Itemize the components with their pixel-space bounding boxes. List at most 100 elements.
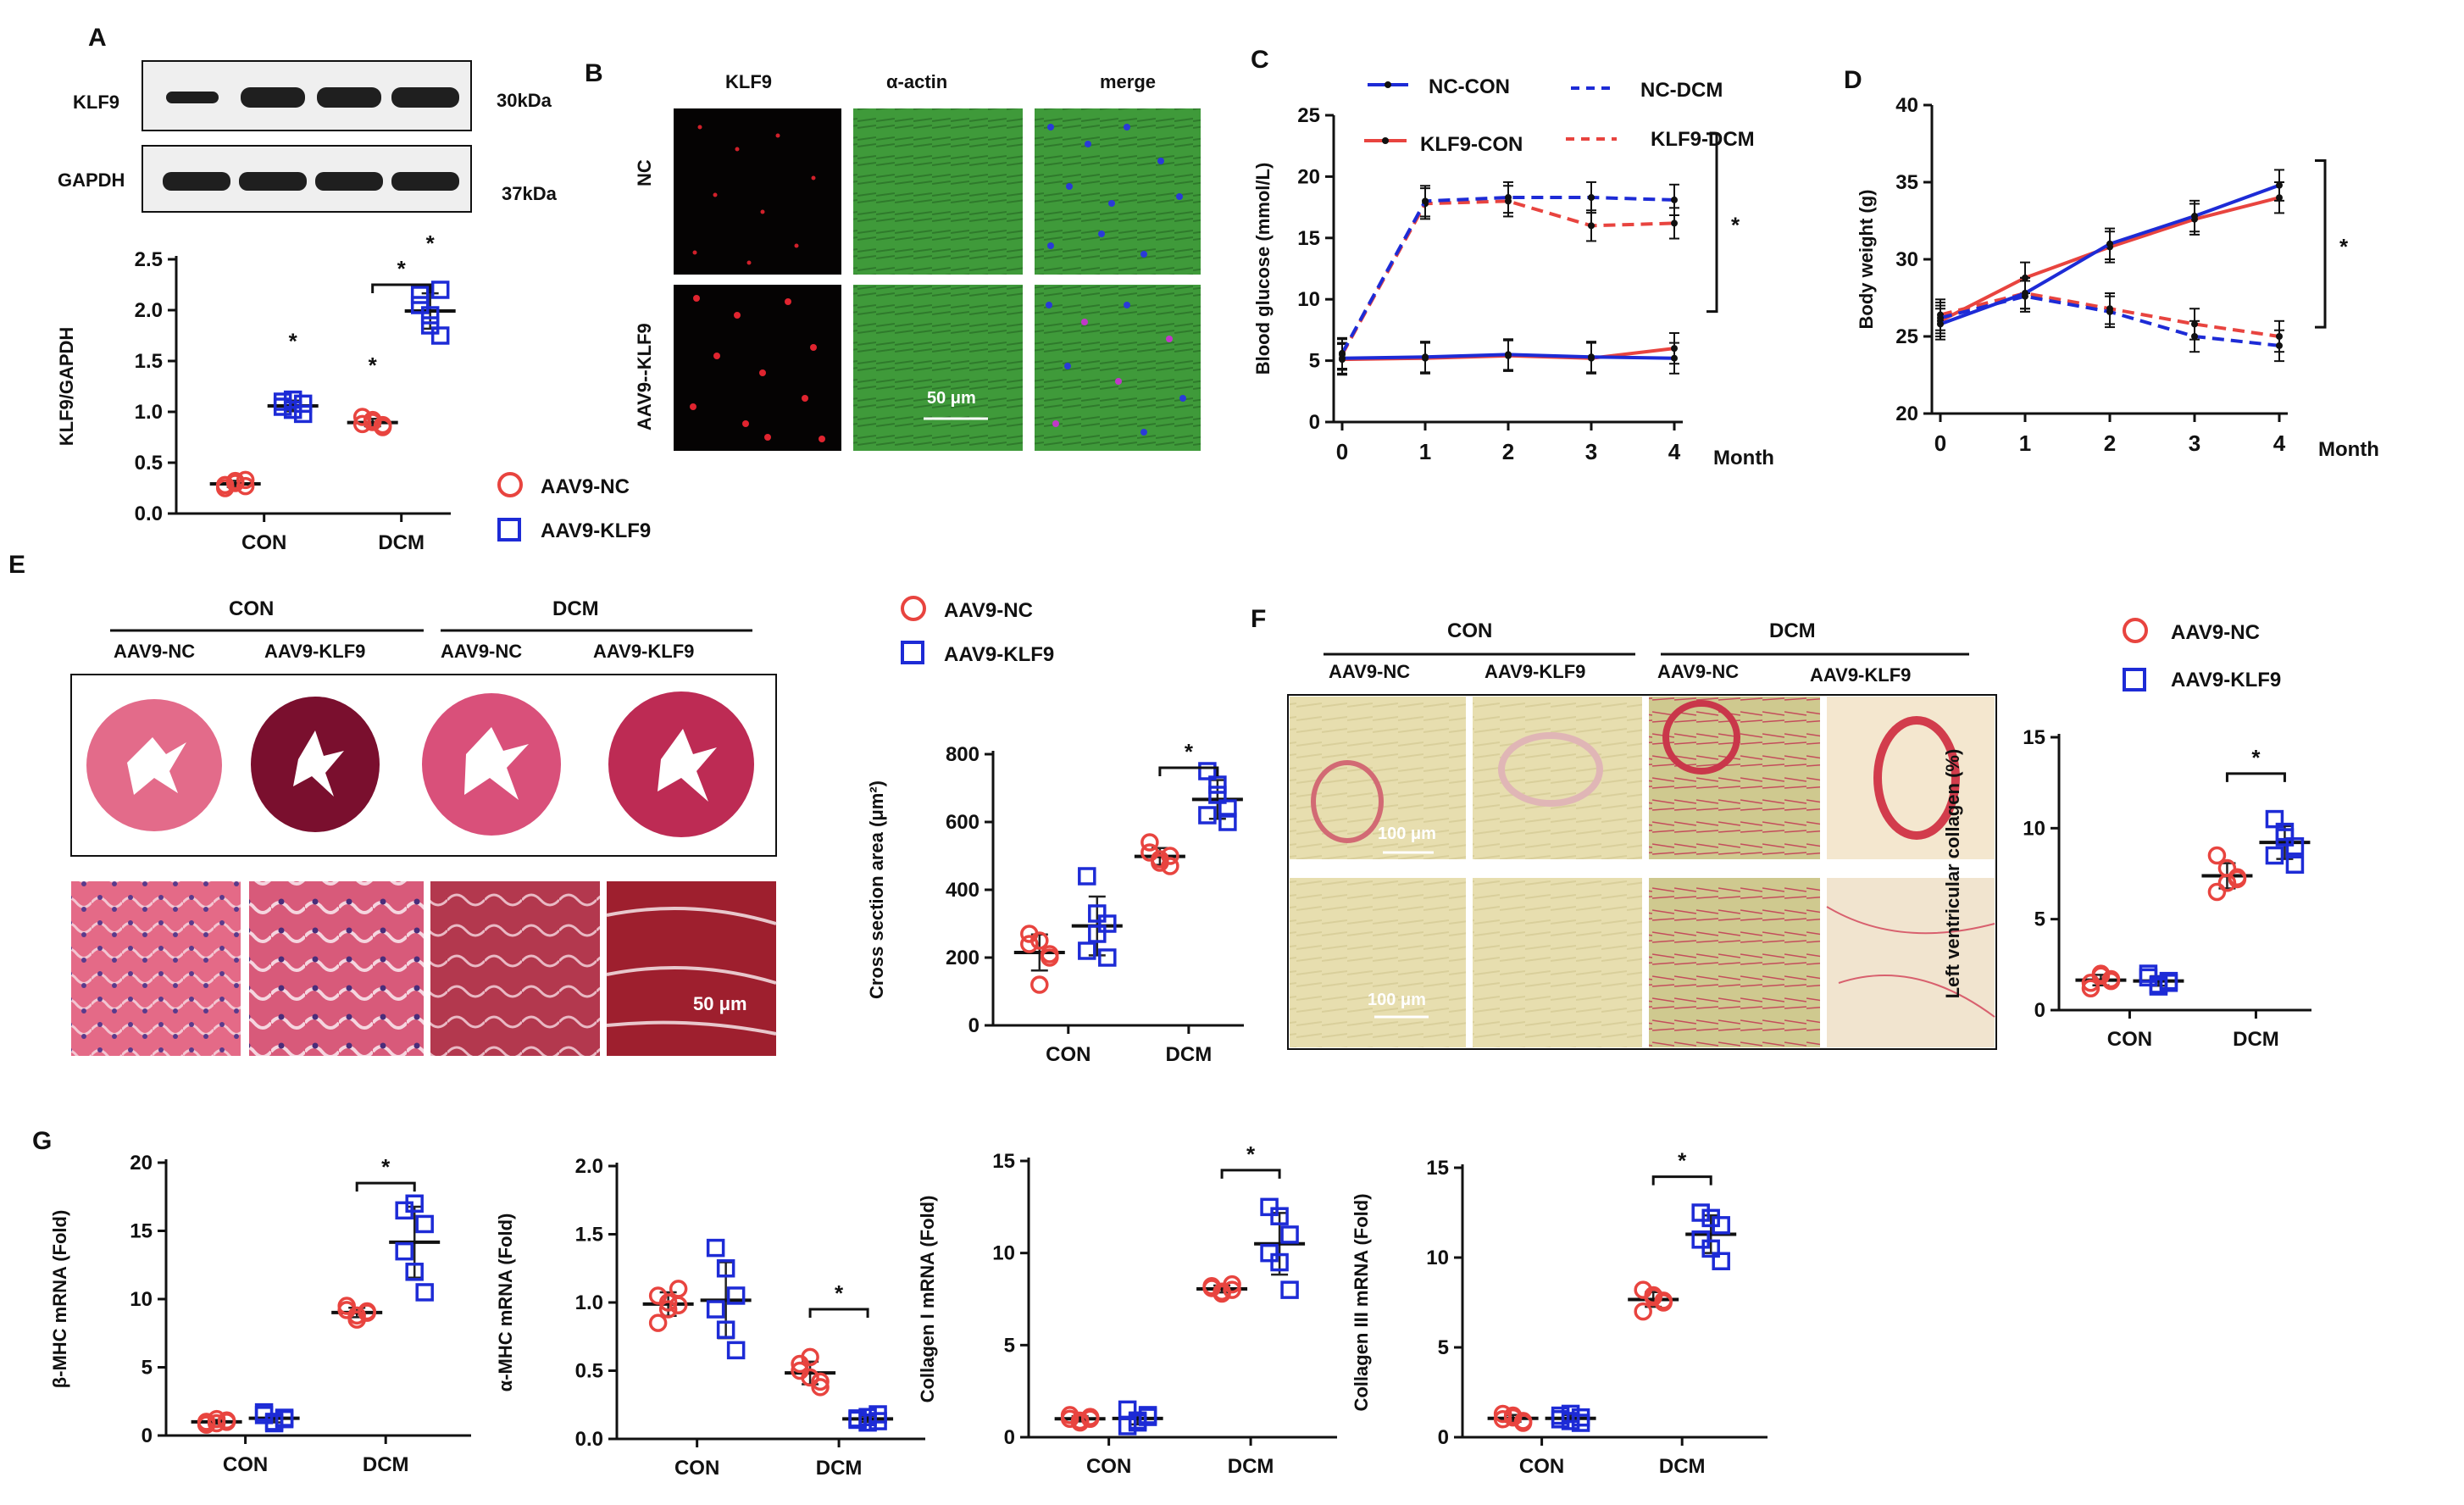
- data-point-nc-G4: [1503, 1408, 1523, 1427]
- if-merge-dots-klf9: [1046, 302, 1186, 436]
- if-image-klf9-merge: [1035, 285, 1201, 451]
- y-axis-label-G2: α-MHC mRNA (Fold): [495, 1213, 516, 1392]
- data-point-nc-F: [2081, 979, 2101, 997]
- if-image-nc-actin: [853, 108, 1023, 275]
- sr-image-7: [1649, 878, 1820, 1047]
- y-tick-label-F: 5: [2034, 908, 2045, 931]
- data-point-nc-G2: [648, 1313, 668, 1332]
- chart-g1: 0 5 10 15 20 CON DCM β-MHC mRNA (Fold) *: [49, 1152, 471, 1476]
- y-tick-label-G4: 5: [1438, 1336, 1449, 1359]
- western-blot: KLF9 30kDa GAPDH 37kDa: [58, 60, 558, 213]
- x-tick-label-D: 4: [2273, 430, 2286, 456]
- if-image-klf9-klf9: [674, 285, 841, 451]
- blot-kda-klf9: 30kDa: [497, 90, 552, 111]
- data-point-klf9-G1: [415, 1283, 434, 1302]
- data-point-nc-G3: [1080, 1409, 1100, 1429]
- x-tick-label-D: 2: [2104, 430, 2116, 456]
- data-point-nc-G3: [1223, 1275, 1241, 1294]
- data-point-klf9-G2: [706, 1300, 725, 1319]
- sr-scale-label-1: 100 μm: [1378, 825, 1436, 843]
- data-point-nc-F: [2228, 868, 2247, 887]
- sr-sub-label-3: AAV9-NC: [1657, 661, 1739, 682]
- legend-f-marker-klf9: [2123, 668, 2146, 691]
- sig-star-D: *: [2339, 234, 2349, 259]
- legend-panel-e: AAV9-NC AAV9-KLF9: [901, 596, 1054, 666]
- data-point-nc-G2: [669, 1296, 688, 1314]
- data-point-klf9-G4: [1551, 1406, 1570, 1425]
- he-group-con: CON: [229, 597, 274, 620]
- data-point-klf9-G4: [1571, 1408, 1590, 1427]
- he-heart-2-lumen: [293, 730, 344, 797]
- data-point-klf9-E: [1198, 806, 1217, 825]
- y-tick-label-C: 20: [1297, 165, 1320, 188]
- legend-c-dot-klf9-con: [1382, 137, 1389, 144]
- x-tick-label-G4: CON: [1519, 1455, 1564, 1478]
- data-point-klf9-G3: [1138, 1408, 1157, 1426]
- data-point-klf9-A: [420, 316, 440, 335]
- data-point-nc-E: [1161, 847, 1179, 865]
- data-point-klf9-F: [2149, 977, 2168, 996]
- sr-group-dcm: DCM: [1769, 619, 1816, 642]
- data-point-D: [2276, 181, 2283, 189]
- y-tick-label-F: 10: [2023, 817, 2045, 840]
- if-col-label-merge: merge: [1100, 71, 1156, 92]
- data-point-nc-G1: [347, 1306, 366, 1325]
- data-point-klf9-G3: [1270, 1207, 1289, 1225]
- sr-group-con: CON: [1447, 619, 1492, 642]
- panel-letter-f: F: [1251, 605, 1266, 633]
- data-point-nc-G4: [1654, 1291, 1673, 1310]
- y-tick-label-G3: 5: [1004, 1334, 1015, 1357]
- y-tick-label-G2: 1.5: [575, 1224, 603, 1247]
- legend-e-label-nc: AAV9-NC: [944, 599, 1033, 622]
- y-tick-label-D: 25: [1895, 325, 1918, 348]
- y-tick-label-C: 15: [1297, 227, 1320, 250]
- blot-label-gapdh: GAPDH: [58, 169, 125, 191]
- sig-bracket-G2: [808, 1308, 869, 1319]
- y-tick-label-A: 2.0: [135, 299, 163, 322]
- data-point-klf9-G4: [1701, 1239, 1720, 1258]
- legend-f-label-klf9: AAV9-KLF9: [2171, 669, 2281, 691]
- y-tick-label-E: 400: [946, 879, 979, 902]
- panel-letter-b: B: [585, 59, 603, 87]
- x-tick-label-E: DCM: [1166, 1043, 1213, 1066]
- legend-marker-klf9: [497, 518, 521, 541]
- data-point-klf9-G3: [1280, 1225, 1299, 1244]
- chart-c: 0 5 10 15 20 25 0 1 2 3 4 Month Blood glucose (mmol/…: [1252, 104, 1774, 469]
- data-point-klf9-G3: [1270, 1252, 1289, 1272]
- he-section-2: [249, 881, 424, 1056]
- data-point-C: [1588, 353, 1595, 361]
- data-point-nc-G3: [1223, 1280, 1241, 1299]
- blot-kda-gapdh: 37kDa: [502, 183, 558, 204]
- he-section-1: [71, 881, 241, 1056]
- y-axis-label-G3: Collagen I mRNA (Fold): [917, 1196, 938, 1403]
- data-point-klf9-E: [1198, 762, 1217, 780]
- data-point-nc-E: [1140, 843, 1159, 862]
- sr-vessel-3: [1662, 700, 1740, 775]
- y-tick-label-F: 0: [2034, 999, 2045, 1022]
- data-point-klf9-F: [2265, 809, 2284, 829]
- data-point-klf9-G3: [1118, 1417, 1137, 1436]
- legend-c-label-nc-con: NC-CON: [1429, 75, 1510, 98]
- panel-letter-d: D: [1844, 66, 1862, 94]
- y-axis-label-A: KLF9/GAPDH: [56, 327, 77, 447]
- data-point-nc-E: [1161, 857, 1179, 875]
- y-tick-label-G2: 0.5: [575, 1360, 603, 1383]
- data-point-nc-G2: [658, 1293, 678, 1312]
- legend-panel-a: AAV9-NC AAV9-KLF9: [497, 472, 651, 542]
- y-tick-label-C: 25: [1297, 104, 1320, 127]
- data-point-nc-A: [352, 414, 372, 434]
- data-point-klf9-G3: [1280, 1280, 1299, 1299]
- data-point-klf9-E: [1078, 867, 1096, 886]
- data-point-nc-A: [236, 476, 255, 496]
- data-point-C: [1588, 222, 1595, 230]
- sig-bracket-G3: [1220, 1169, 1281, 1179]
- sr-image-2: [1473, 697, 1642, 859]
- x-tick-label-D: 3: [2189, 430, 2200, 456]
- data-point-nc-G4: [1513, 1413, 1533, 1432]
- sr-image-5: [1290, 878, 1466, 1047]
- he-panel: CON DCM AAV9-NC AAV9-KLF9 AAV9-NC AAV9-K…: [70, 597, 777, 1056]
- legend-f-marker-nc: [2123, 618, 2148, 643]
- data-point-klf9-A: [283, 400, 302, 419]
- y-tick-label-D: 20: [1895, 403, 1918, 425]
